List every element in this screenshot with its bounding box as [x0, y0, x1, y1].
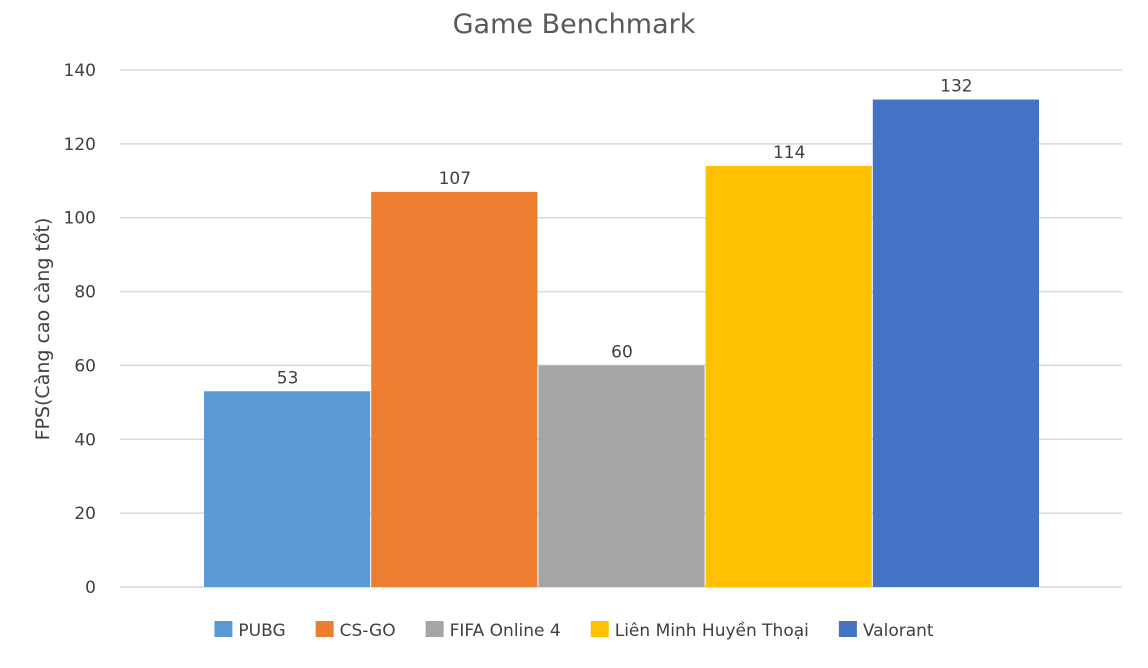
bar-li-n-minh-huy-n-tho-i	[705, 166, 872, 587]
legend-swatch	[590, 621, 609, 637]
bar-valorant	[872, 99, 1039, 588]
data-label: 107	[439, 169, 471, 189]
y-tick-label: 20	[74, 504, 96, 524]
legend-label: Valorant	[863, 621, 934, 641]
bar-fifa-online-4	[538, 365, 705, 587]
legend-label: PUBG	[238, 621, 285, 641]
y-tick-label: 0	[85, 578, 96, 598]
y-axis-title: FPS(Càng cao càng tốt)	[32, 218, 54, 441]
data-label: 53	[277, 368, 299, 388]
legend: PUBG CS-GO FIFA Online 4 Liên Minh Huyền Th…	[214, 620, 934, 641]
y-tick-label: 140	[64, 61, 96, 81]
y-tick-label: 100	[64, 209, 96, 229]
legend-item: Valorant	[838, 621, 934, 641]
data-label: 114	[773, 143, 805, 163]
legend-swatch	[838, 621, 857, 637]
y-axis-ticks: 0 20 40 60 80 100 120 140	[64, 61, 96, 598]
y-tick-label: 40	[74, 430, 96, 450]
y-tick-label: 80	[74, 283, 96, 303]
legend-label: CS-GO	[340, 621, 396, 641]
data-labels: 53 107 60 114 132	[277, 77, 973, 389]
legend-swatch	[315, 621, 334, 637]
chart-title: Game Benchmark	[453, 9, 696, 40]
legend-item: CS-GO	[315, 621, 396, 641]
y-tick-label: 120	[64, 135, 96, 155]
y-tick-label: 60	[74, 356, 96, 376]
legend-item: Liên Minh Huyền Thoại	[590, 620, 809, 641]
legend-item: PUBG	[214, 621, 286, 641]
legend-swatch	[214, 621, 233, 637]
data-label: 132	[940, 77, 972, 97]
legend-label: FIFA Online 4	[450, 621, 561, 641]
bar-pubg	[204, 391, 371, 587]
data-label: 60	[611, 342, 633, 362]
legend-item: FIFA Online 4	[425, 621, 561, 641]
bars	[204, 99, 1039, 588]
bar-cs-go	[371, 191, 538, 587]
legend-label: Liên Minh Huyền Thoại	[615, 620, 809, 641]
legend-swatch	[425, 621, 444, 637]
